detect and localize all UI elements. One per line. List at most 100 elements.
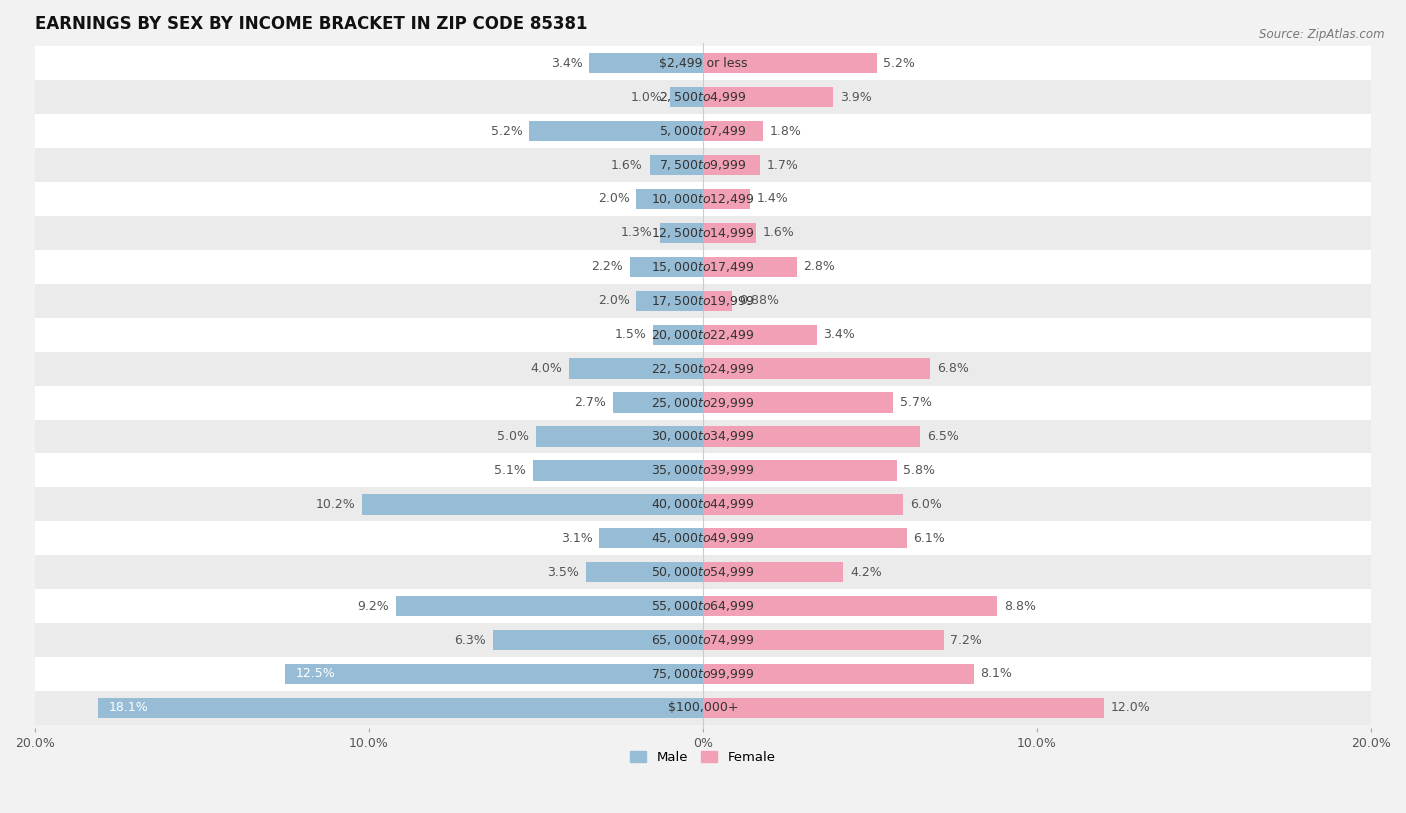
Bar xyxy=(703,189,749,209)
Bar xyxy=(703,257,797,277)
Bar xyxy=(35,182,1371,216)
Bar xyxy=(363,494,703,515)
Text: 2.8%: 2.8% xyxy=(803,260,835,273)
Text: $7,500 to $9,999: $7,500 to $9,999 xyxy=(659,158,747,172)
Text: 3.1%: 3.1% xyxy=(561,532,593,545)
Text: $2,500 to $4,999: $2,500 to $4,999 xyxy=(659,90,747,104)
Text: EARNINGS BY SEX BY INCOME BRACKET IN ZIP CODE 85381: EARNINGS BY SEX BY INCOME BRACKET IN ZIP… xyxy=(35,15,588,33)
Text: 6.5%: 6.5% xyxy=(927,430,959,443)
Bar xyxy=(35,114,1371,148)
Bar xyxy=(703,393,893,413)
Bar xyxy=(533,460,703,480)
Text: 5.8%: 5.8% xyxy=(904,464,935,477)
Text: $30,000 to $34,999: $30,000 to $34,999 xyxy=(651,429,755,443)
Text: 3.4%: 3.4% xyxy=(824,328,855,341)
Bar xyxy=(35,691,1371,725)
Text: 2.7%: 2.7% xyxy=(574,396,606,409)
Bar xyxy=(35,318,1371,352)
Text: 9.2%: 9.2% xyxy=(357,600,389,613)
Bar xyxy=(703,87,834,107)
Bar xyxy=(98,698,703,718)
Bar xyxy=(35,250,1371,284)
Bar xyxy=(35,284,1371,318)
Text: 1.4%: 1.4% xyxy=(756,193,789,206)
Text: 0.88%: 0.88% xyxy=(740,294,779,307)
Bar xyxy=(630,257,703,277)
Text: Source: ZipAtlas.com: Source: ZipAtlas.com xyxy=(1260,28,1385,41)
Bar xyxy=(703,562,844,582)
Bar xyxy=(35,80,1371,114)
Bar xyxy=(589,53,703,73)
Text: 1.8%: 1.8% xyxy=(770,124,801,137)
Bar xyxy=(35,420,1371,454)
Text: 2.2%: 2.2% xyxy=(591,260,623,273)
Bar xyxy=(703,528,907,549)
Bar xyxy=(613,393,703,413)
Bar xyxy=(35,555,1371,589)
Text: 18.1%: 18.1% xyxy=(108,702,148,715)
Text: $25,000 to $29,999: $25,000 to $29,999 xyxy=(651,396,755,410)
Text: 6.0%: 6.0% xyxy=(910,498,942,511)
Bar xyxy=(35,148,1371,182)
Text: 3.4%: 3.4% xyxy=(551,57,582,70)
Text: 3.5%: 3.5% xyxy=(547,566,579,579)
Bar xyxy=(395,596,703,616)
Text: $2,499 or less: $2,499 or less xyxy=(659,57,747,70)
Bar xyxy=(492,630,703,650)
Bar xyxy=(703,630,943,650)
Text: $50,000 to $54,999: $50,000 to $54,999 xyxy=(651,565,755,579)
Bar xyxy=(35,352,1371,385)
Bar xyxy=(586,562,703,582)
Bar xyxy=(703,359,931,379)
Bar xyxy=(703,324,817,345)
Bar xyxy=(703,663,973,685)
Text: 2.0%: 2.0% xyxy=(598,294,630,307)
Bar xyxy=(703,494,904,515)
Bar xyxy=(703,596,997,616)
Text: 1.7%: 1.7% xyxy=(766,159,799,172)
Bar xyxy=(529,121,703,141)
Text: 5.0%: 5.0% xyxy=(498,430,529,443)
Bar xyxy=(285,663,703,685)
Text: $17,500 to $19,999: $17,500 to $19,999 xyxy=(651,293,755,308)
Text: 1.6%: 1.6% xyxy=(763,226,794,239)
Bar xyxy=(703,154,759,176)
Text: 5.2%: 5.2% xyxy=(491,124,523,137)
Text: 2.0%: 2.0% xyxy=(598,193,630,206)
Text: 1.6%: 1.6% xyxy=(612,159,643,172)
Bar xyxy=(703,53,877,73)
Bar xyxy=(650,154,703,176)
Text: $20,000 to $22,499: $20,000 to $22,499 xyxy=(651,328,755,341)
Text: $40,000 to $44,999: $40,000 to $44,999 xyxy=(651,498,755,511)
Bar xyxy=(659,223,703,243)
Text: $15,000 to $17,499: $15,000 to $17,499 xyxy=(651,260,755,274)
Text: $5,000 to $7,499: $5,000 to $7,499 xyxy=(659,124,747,138)
Text: $12,500 to $14,999: $12,500 to $14,999 xyxy=(651,226,755,240)
Bar xyxy=(35,623,1371,657)
Text: 12.5%: 12.5% xyxy=(295,667,335,680)
Text: 8.8%: 8.8% xyxy=(1004,600,1036,613)
Text: 1.5%: 1.5% xyxy=(614,328,647,341)
Legend: Male, Female: Male, Female xyxy=(626,746,780,770)
Text: $35,000 to $39,999: $35,000 to $39,999 xyxy=(651,463,755,477)
Text: 4.2%: 4.2% xyxy=(851,566,882,579)
Bar xyxy=(703,121,763,141)
Text: 5.2%: 5.2% xyxy=(883,57,915,70)
Bar xyxy=(703,290,733,311)
Text: 8.1%: 8.1% xyxy=(980,667,1012,680)
Bar xyxy=(35,216,1371,250)
Text: 7.2%: 7.2% xyxy=(950,633,981,646)
Bar xyxy=(35,589,1371,623)
Bar xyxy=(652,324,703,345)
Text: 12.0%: 12.0% xyxy=(1111,702,1150,715)
Bar xyxy=(35,385,1371,420)
Text: 1.3%: 1.3% xyxy=(621,226,652,239)
Text: 6.3%: 6.3% xyxy=(454,633,486,646)
Bar xyxy=(636,189,703,209)
Text: 4.0%: 4.0% xyxy=(531,362,562,375)
Bar xyxy=(636,290,703,311)
Bar xyxy=(536,426,703,446)
Text: 3.9%: 3.9% xyxy=(839,91,872,104)
Text: 5.1%: 5.1% xyxy=(494,464,526,477)
Text: $22,500 to $24,999: $22,500 to $24,999 xyxy=(651,362,755,376)
